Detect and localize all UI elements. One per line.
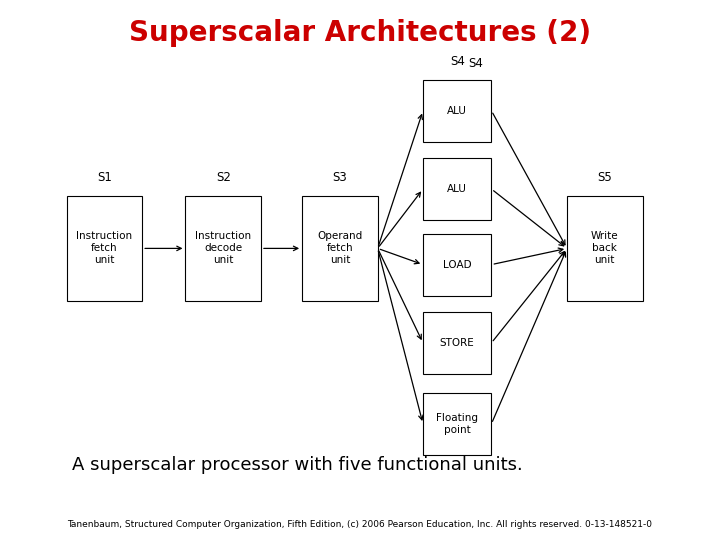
Text: Floating
point: Floating point bbox=[436, 413, 478, 435]
Text: Instruction
fetch
unit: Instruction fetch unit bbox=[76, 232, 132, 265]
Text: Write
back
unit: Write back unit bbox=[591, 232, 618, 265]
Text: S1: S1 bbox=[97, 171, 112, 184]
Text: S2: S2 bbox=[216, 171, 230, 184]
Text: A superscalar processor with five functional units.: A superscalar processor with five functi… bbox=[72, 456, 523, 474]
Text: S4: S4 bbox=[450, 55, 464, 68]
FancyBboxPatch shape bbox=[302, 195, 377, 301]
FancyBboxPatch shape bbox=[423, 312, 491, 374]
FancyBboxPatch shape bbox=[423, 79, 491, 141]
FancyBboxPatch shape bbox=[186, 195, 261, 301]
Text: Tanenbaum, Structured Computer Organization, Fifth Edition, (c) 2006 Pearson Edu: Tanenbaum, Structured Computer Organizat… bbox=[68, 520, 652, 529]
FancyBboxPatch shape bbox=[423, 158, 491, 220]
Text: Instruction
decode
unit: Instruction decode unit bbox=[195, 232, 251, 265]
Text: ALU: ALU bbox=[447, 184, 467, 194]
FancyBboxPatch shape bbox=[567, 195, 643, 301]
Text: S5: S5 bbox=[598, 171, 612, 184]
FancyBboxPatch shape bbox=[423, 233, 491, 296]
Text: ALU: ALU bbox=[447, 106, 467, 116]
Text: S3: S3 bbox=[333, 171, 347, 184]
Text: Superscalar Architectures (2): Superscalar Architectures (2) bbox=[129, 19, 591, 47]
Text: Operand
fetch
unit: Operand fetch unit bbox=[318, 232, 362, 265]
FancyBboxPatch shape bbox=[66, 195, 143, 301]
FancyBboxPatch shape bbox=[423, 393, 491, 455]
Text: STORE: STORE bbox=[440, 338, 474, 348]
Text: LOAD: LOAD bbox=[443, 260, 472, 269]
Text: S4: S4 bbox=[468, 57, 482, 70]
